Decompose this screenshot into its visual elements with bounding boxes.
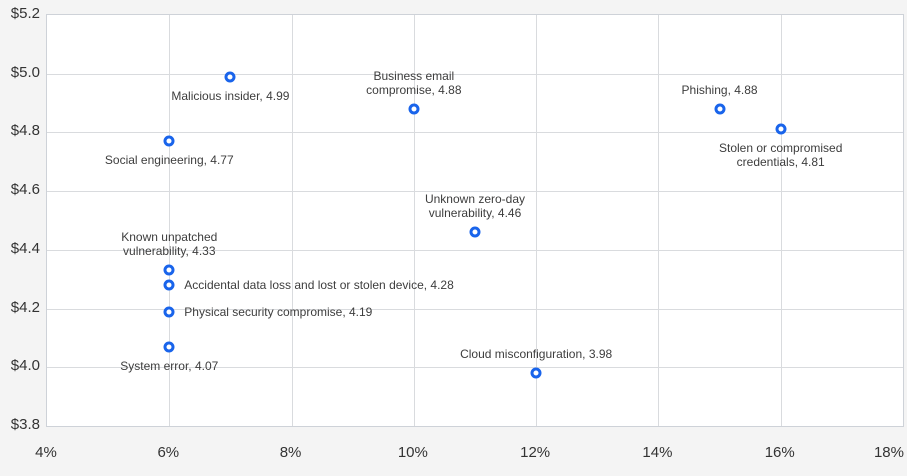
x-tick-label: 10% bbox=[397, 444, 428, 461]
y-tick-label: $5.0 bbox=[10, 63, 40, 81]
y-tick-label: $4.0 bbox=[10, 357, 40, 375]
horizontal-gridline bbox=[47, 367, 903, 369]
data-point-marker bbox=[163, 264, 175, 276]
vertical-gridline bbox=[291, 15, 293, 426]
vertical-gridline bbox=[780, 15, 782, 426]
data-point-marker bbox=[775, 123, 787, 135]
y-tick-label: $4.6 bbox=[10, 181, 40, 199]
x-tick-label: 14% bbox=[642, 444, 673, 461]
data-point-label: Cloud misconfiguration, 3.98 bbox=[460, 347, 613, 362]
data-point-marker bbox=[714, 103, 726, 115]
data-point-label: Unknown zero-day vulnerability, 4.46 bbox=[424, 192, 526, 221]
vertical-gridline bbox=[169, 15, 171, 426]
y-tick-label: $3.8 bbox=[10, 416, 40, 433]
y-tick-label: $5.2 bbox=[10, 5, 40, 22]
data-point-label: Stolen or compromised credentials, 4.81 bbox=[719, 141, 843, 170]
vertical-gridline bbox=[536, 15, 538, 426]
horizontal-gridline bbox=[47, 249, 903, 251]
data-point-marker bbox=[224, 71, 236, 83]
data-point-marker bbox=[163, 279, 175, 291]
data-point-label: Accidental data loss and lost or stolen … bbox=[184, 278, 454, 293]
x-tick-label: 18% bbox=[873, 444, 904, 461]
horizontal-gridline bbox=[47, 308, 903, 310]
x-tick-label: 12% bbox=[520, 444, 551, 461]
y-axis: $5.2 $5.0 $4.8 $4.6 $4.4 $4.2 $4.0 $3.8 bbox=[0, 0, 40, 476]
data-point-label: Phishing, 4.88 bbox=[681, 82, 758, 97]
horizontal-gridline bbox=[47, 132, 903, 134]
data-point-label: Physical security compromise, 4.19 bbox=[184, 304, 373, 319]
data-point-marker bbox=[163, 135, 175, 147]
y-tick-label: $4.4 bbox=[10, 239, 40, 257]
vertical-gridline bbox=[658, 15, 660, 426]
data-point-marker bbox=[408, 103, 420, 115]
data-point-marker bbox=[163, 341, 175, 353]
data-point-marker bbox=[163, 306, 175, 317]
x-axis: 4% 6% 8% 10% 12% 14% 16% 18% bbox=[0, 444, 907, 464]
x-tick-label: 16% bbox=[764, 444, 795, 461]
y-tick-label: $4.2 bbox=[10, 298, 40, 316]
data-point-label: Known unpatched vulnerability, 4.33 bbox=[121, 230, 218, 259]
x-tick-label: 4% bbox=[35, 444, 57, 461]
x-tick-label: 6% bbox=[157, 444, 180, 461]
vertical-gridline bbox=[413, 15, 415, 426]
data-point-label: Social engineering, 4.77 bbox=[104, 153, 234, 168]
data-point-label: Malicious insider, 4.99 bbox=[171, 88, 290, 103]
data-point-label: System error, 4.07 bbox=[120, 358, 219, 373]
horizontal-gridline bbox=[47, 73, 903, 75]
data-point-marker bbox=[469, 226, 481, 238]
plot-area: Malicious insider, 4.99 Business email co… bbox=[46, 14, 904, 427]
data-point-label: Business email compromise, 4.88 bbox=[366, 68, 462, 97]
horizontal-gridline bbox=[47, 191, 903, 193]
x-tick-label: 8% bbox=[279, 444, 302, 461]
y-tick-label: $4.8 bbox=[10, 122, 40, 140]
data-point-marker bbox=[530, 367, 542, 379]
